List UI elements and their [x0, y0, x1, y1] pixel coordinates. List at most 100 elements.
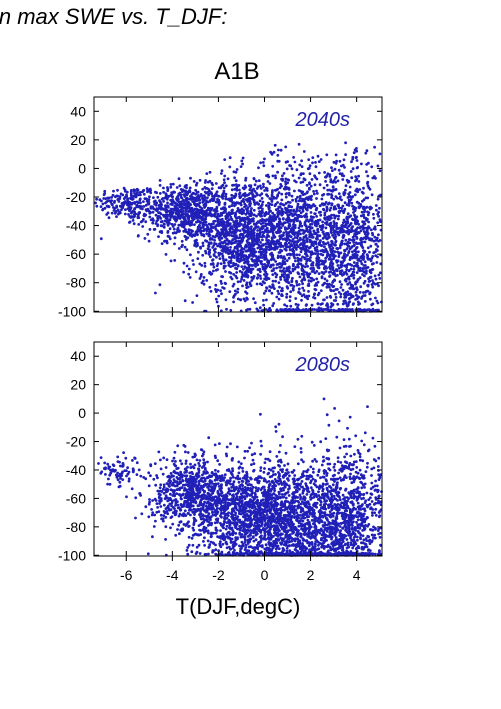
data-point: [267, 308, 271, 312]
data-point: [344, 188, 347, 192]
data-point: [312, 192, 316, 196]
data-point: [184, 189, 188, 193]
data-point: [176, 482, 180, 486]
data-point: [224, 298, 228, 302]
data-point: [347, 228, 351, 232]
data-point: [176, 214, 180, 218]
data-point: [348, 263, 352, 266]
data-point: [193, 207, 197, 211]
data-point: [271, 263, 275, 267]
data-point: [229, 215, 233, 219]
data-point: [226, 224, 230, 228]
data-point: [268, 289, 272, 293]
data-point: [182, 198, 185, 202]
data-point: [287, 191, 291, 195]
data-point: [314, 288, 318, 292]
data-point: [210, 229, 214, 233]
data-point: [365, 149, 369, 153]
data-point: [244, 212, 248, 216]
data-point: [297, 291, 300, 294]
data-point: [220, 292, 223, 296]
data-point: [324, 201, 328, 204]
data-point: [213, 454, 217, 458]
data-point: [272, 269, 275, 272]
data-point: [244, 290, 247, 294]
data-point: [330, 194, 334, 198]
data-point: [239, 165, 243, 169]
data-point: [281, 179, 284, 182]
data-point: [186, 200, 189, 203]
data-point: [169, 185, 173, 189]
data-point: [328, 188, 331, 192]
data-point: [317, 171, 321, 175]
data-point: [359, 285, 363, 289]
data-point: [166, 187, 170, 191]
data-point: [355, 271, 359, 274]
data-point: [334, 292, 337, 296]
data-point: [367, 280, 371, 283]
data-point: [268, 265, 272, 269]
data-point: [164, 494, 168, 498]
data-point: [203, 197, 206, 201]
data-point: [215, 194, 219, 198]
data-point: [309, 196, 312, 200]
data-point: [262, 292, 266, 295]
data-point: [238, 191, 242, 195]
data-point: [239, 280, 242, 283]
data-point: [94, 201, 97, 205]
data-point: [160, 517, 164, 521]
data-point: [212, 253, 216, 256]
data-point: [333, 243, 336, 247]
data-point: [336, 217, 340, 221]
data-point: [220, 249, 224, 252]
data-point: [370, 206, 373, 210]
data-point: [334, 153, 338, 157]
data-point: [222, 186, 226, 190]
data-point: [233, 549, 236, 552]
data-point: [312, 229, 316, 233]
data-point: [191, 229, 194, 233]
data-point: [344, 141, 347, 145]
data-point: [261, 200, 265, 204]
data-point: [161, 519, 165, 523]
data-point: [289, 230, 293, 234]
data-point: [222, 266, 226, 270]
data-point: [174, 500, 178, 504]
data-point: [330, 202, 334, 206]
data-point: [209, 255, 212, 259]
data-point: [102, 193, 106, 197]
data-point: [260, 247, 264, 251]
data-point: [211, 214, 214, 218]
data-point: [301, 180, 305, 184]
data-point: [246, 275, 250, 279]
data-point: [144, 477, 148, 481]
data-point: [378, 218, 382, 222]
data-point: [305, 183, 309, 187]
data-point: [212, 269, 215, 273]
data-point: [324, 180, 327, 183]
data-point: [343, 256, 346, 260]
data-point: [354, 282, 357, 286]
data-point: [333, 176, 337, 180]
data-point: [365, 269, 368, 273]
data-point: [323, 216, 327, 220]
data-point: [274, 217, 278, 221]
data-point: [235, 219, 239, 223]
data-point: [235, 168, 239, 171]
data-point: [309, 184, 313, 188]
data-point: [295, 168, 299, 172]
data-point: [375, 261, 379, 264]
data-point: [353, 249, 356, 253]
data-point: [255, 256, 259, 260]
data-point: [200, 233, 204, 236]
data-point: [317, 272, 321, 275]
data-point: [334, 188, 338, 191]
data-point: [369, 228, 373, 232]
data-point: [341, 204, 345, 208]
data-point: [363, 260, 367, 264]
data-point: [241, 284, 244, 288]
data-point: [318, 183, 322, 187]
data-point: [265, 287, 269, 290]
